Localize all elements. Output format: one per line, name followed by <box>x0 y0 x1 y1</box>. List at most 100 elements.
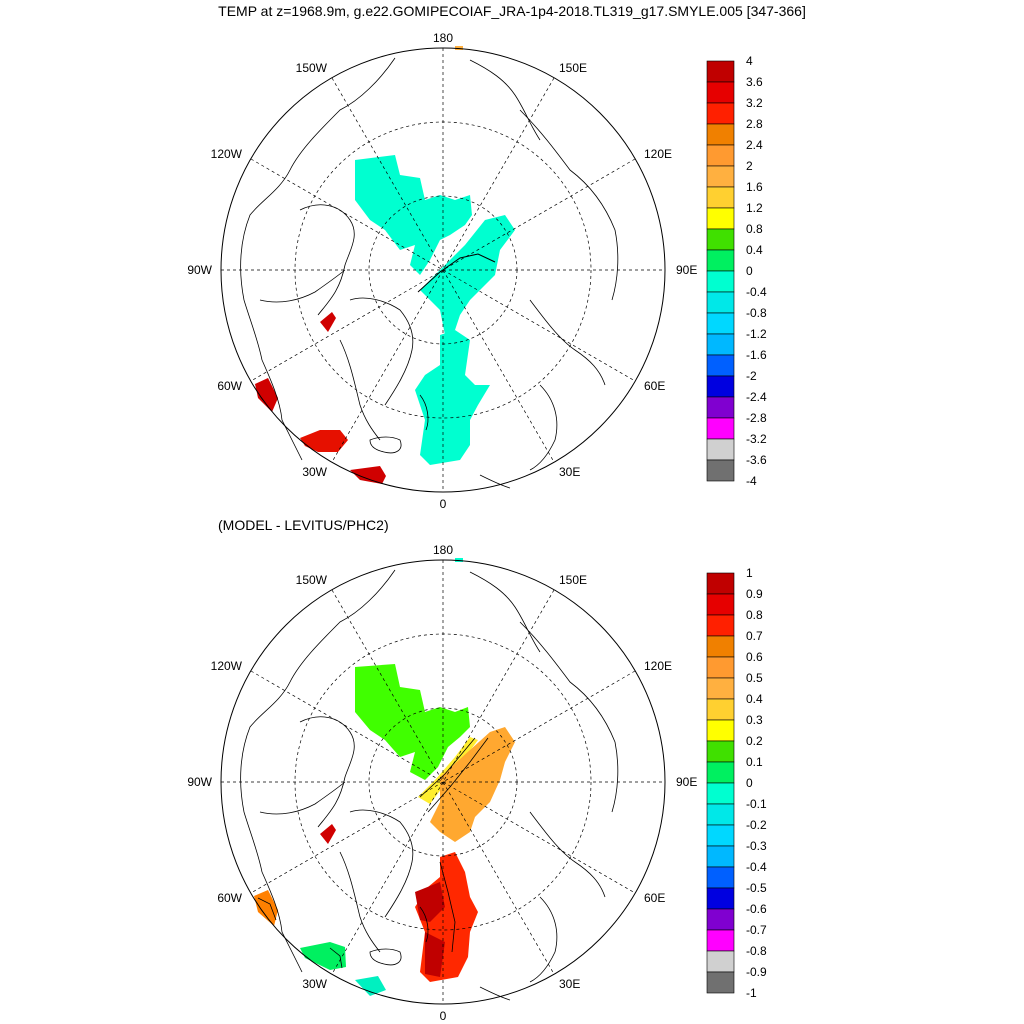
colorbar-swatch <box>706 719 735 742</box>
colorbar-label: 3.6 <box>746 75 763 89</box>
zero-contour-line <box>417 253 496 293</box>
colorbar-label: 1.6 <box>746 180 763 194</box>
colorbar-swatch <box>706 228 735 251</box>
colorbar-swatch <box>706 572 735 595</box>
colorbar-swatch <box>706 186 735 209</box>
colorbar-label: 2.8 <box>746 117 763 131</box>
lon-label-0: 0 <box>440 497 447 511</box>
colorbar-swatch <box>706 333 735 356</box>
colorbar-label: -4 <box>746 474 757 488</box>
difference-field-norwegian <box>425 932 445 977</box>
figure-title: TEMP at z=1968.9m, g.e22.GOMIPECOIAF_JRA… <box>218 3 806 19</box>
colorbar-label: 0 <box>746 776 753 790</box>
lon-label-120e: 120E <box>644 147 672 161</box>
colorbar-swatch <box>706 102 735 125</box>
colorbar-swatch <box>706 635 735 658</box>
colorbar-swatch <box>706 375 735 398</box>
colorbar-label: 0.2 <box>746 734 763 748</box>
colorbar-swatch <box>706 740 735 763</box>
colorbar-swatch <box>706 144 735 167</box>
colorbar-label: -0.1 <box>746 797 767 811</box>
colorbar-label: 2.4 <box>746 138 763 152</box>
map-boundary <box>220 559 666 1005</box>
anomaly-field-baffin <box>320 312 336 332</box>
colorbar-swatch <box>706 249 735 272</box>
anomaly-field-eurasian-basin <box>420 215 515 335</box>
colorbar-label: 0.3 <box>746 713 763 727</box>
lon-label-120e: 120E <box>644 659 672 673</box>
lon-label-60e: 60E <box>644 379 665 393</box>
colorbar-label: -0.5 <box>746 881 767 895</box>
difference-field-greenland-sea <box>415 882 445 922</box>
colorbar-label: 0 <box>746 264 753 278</box>
colorbar-swatch <box>706 417 735 440</box>
difference-field-irminger <box>300 942 346 970</box>
colorbar-swatch <box>706 438 735 461</box>
difference-field-iceland <box>355 976 386 996</box>
colorbar-label: -0.3 <box>746 839 767 853</box>
lon-label-90w: 90W <box>187 775 212 789</box>
colorbar-swatch <box>706 291 735 314</box>
colorbar-label: 0.7 <box>746 629 763 643</box>
colorbar-label: 4 <box>746 54 753 68</box>
bottom-polar-map: 180 0 90W 90E 150W 120W 60W 30W 150E 120… <box>187 543 767 1023</box>
lon-label-30w: 30W <box>302 465 327 479</box>
colorbar-swatch <box>706 123 735 146</box>
colorbar-swatch <box>706 165 735 188</box>
colorbar-label: -1.6 <box>746 348 767 362</box>
colorbar-label: 0.5 <box>746 671 763 685</box>
colorbar-swatch <box>706 312 735 335</box>
colorbar-label: -0.8 <box>746 944 767 958</box>
coastlines <box>240 57 619 489</box>
colorbar-swatch <box>706 677 735 700</box>
lon-label-60e: 60E <box>644 891 665 905</box>
colorbar-label: -3.2 <box>746 432 767 446</box>
colorbar-label: 0.1 <box>746 755 763 769</box>
difference-field-eurasian-basin <box>430 727 515 842</box>
lon-label-30e: 30E <box>559 977 580 991</box>
lon-label-150w: 150W <box>296 573 328 587</box>
colorbar-label: 3.2 <box>746 96 763 110</box>
colorbar-label: -0.9 <box>746 965 767 979</box>
difference-field-labrador <box>254 890 278 926</box>
anomaly-field-irminger <box>300 430 348 452</box>
colorbar-swatch <box>706 887 735 910</box>
lon-label-180: 180 <box>433 31 453 45</box>
lon-label-60w: 60W <box>217 379 242 393</box>
colorbar-swatch <box>706 845 735 868</box>
colorbar-label: -0.2 <box>746 818 767 832</box>
colorbar-swatch <box>706 396 735 419</box>
colorbar-swatch <box>706 782 735 805</box>
graticule <box>221 560 665 1004</box>
colorbar-swatch <box>706 354 735 377</box>
lon-label-30e: 30E <box>559 465 580 479</box>
graticule <box>221 48 665 492</box>
colorbar-label: -1 <box>746 986 757 1000</box>
colorbar-swatch <box>706 207 735 230</box>
lon-label-150e: 150E <box>559 573 587 587</box>
lon-label-150e: 150E <box>559 61 587 75</box>
difference-field-baffin <box>320 824 336 844</box>
lon-label-90w: 90W <box>187 263 212 277</box>
lon-label-120w: 120W <box>211 659 243 673</box>
colorbar-label: -2.8 <box>746 411 767 425</box>
lon-label-30w: 30W <box>302 977 327 991</box>
colorbar-label: 0.8 <box>746 222 763 236</box>
colorbar-label: 1.2 <box>746 201 763 215</box>
colorbar-swatch <box>706 803 735 826</box>
anomaly-field-labrador <box>255 378 278 412</box>
colorbar-swatch <box>706 698 735 721</box>
bottom-map-panel: 180 0 90W 90E 150W 120W 60W 30W 150E 120… <box>0 512 1024 1024</box>
map-boundary <box>220 47 666 493</box>
colorbar-swatch <box>706 459 735 482</box>
anomaly-field-canada-basin <box>355 155 472 275</box>
colorbar-swatch <box>706 81 735 104</box>
lon-label-120w: 120W <box>211 147 243 161</box>
colorbar-label: -0.8 <box>746 306 767 320</box>
top-polar-map: 180 0 90W 90E 150W 120W 60W 30W 150E 120… <box>187 31 767 511</box>
colorbar-label: -1.2 <box>746 327 767 341</box>
difference-subtitle: (MODEL - LEVITUS/PHC2) <box>218 517 389 533</box>
colorbar-label: 0.8 <box>746 608 763 622</box>
colorbar-swatch <box>706 824 735 847</box>
colorbar-swatch <box>706 60 735 83</box>
